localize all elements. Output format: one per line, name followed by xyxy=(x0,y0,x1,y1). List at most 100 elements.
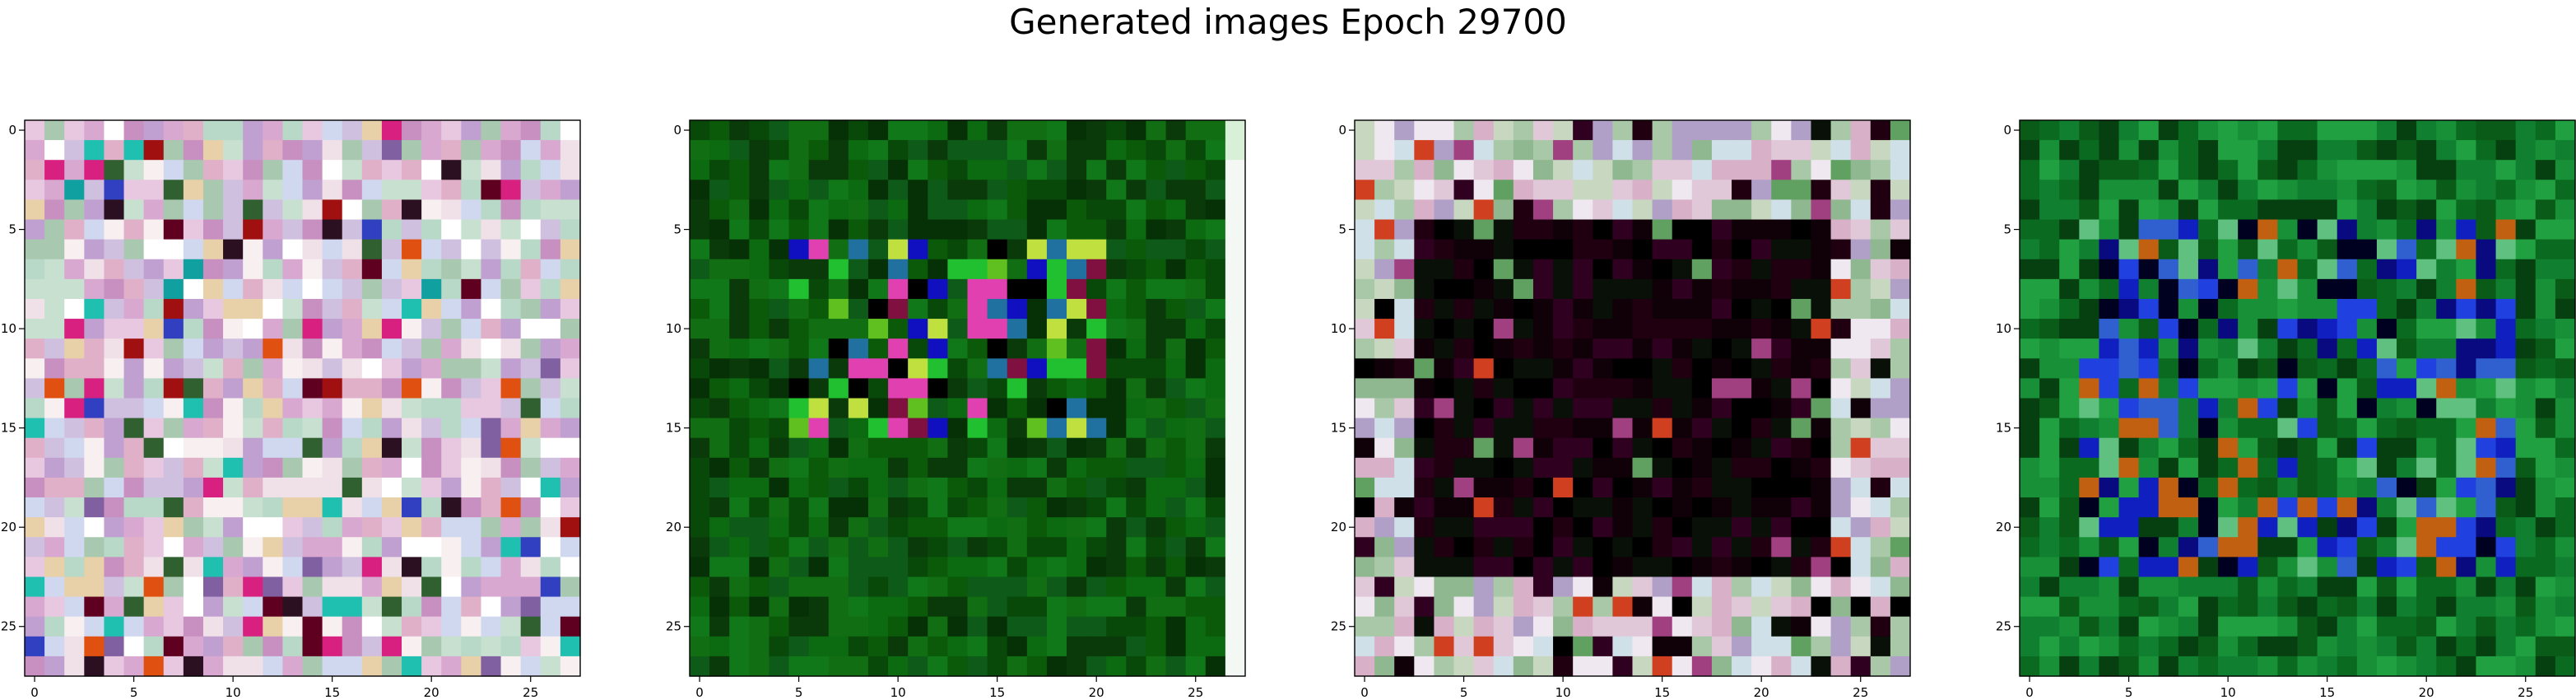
pixel xyxy=(967,298,988,320)
pixel xyxy=(1573,338,1593,359)
pixel xyxy=(1870,517,1891,538)
pixel xyxy=(123,636,145,657)
pixel xyxy=(2020,378,2040,399)
pixel xyxy=(2397,259,2417,280)
pixel xyxy=(2515,517,2536,538)
pixel xyxy=(2099,636,2120,657)
pixel xyxy=(848,120,869,141)
pixel xyxy=(2376,596,2397,618)
pixel xyxy=(2416,557,2437,578)
pixel xyxy=(1046,140,1067,161)
pixel xyxy=(540,180,561,201)
pixel xyxy=(461,596,482,618)
pixel xyxy=(223,358,244,379)
pixel xyxy=(1672,319,1693,339)
pixel xyxy=(540,219,561,240)
pixel xyxy=(2118,120,2140,141)
pixel xyxy=(2376,180,2397,201)
pixel xyxy=(25,477,45,498)
pixel xyxy=(888,278,909,300)
pixel xyxy=(1414,477,1435,498)
pixel xyxy=(1732,557,1752,578)
pixel xyxy=(481,418,502,439)
pixel xyxy=(888,120,909,141)
pixel xyxy=(848,298,869,320)
pixel xyxy=(1453,418,1475,439)
pixel xyxy=(1632,319,1653,339)
pixel xyxy=(1165,656,1187,677)
pixel xyxy=(1691,477,1713,498)
pixel xyxy=(1811,239,1832,260)
pixel xyxy=(2257,418,2278,439)
pixel xyxy=(769,557,790,578)
pixel xyxy=(1573,140,1593,161)
pixel xyxy=(2218,319,2239,339)
pixel xyxy=(1672,278,1693,300)
pixel xyxy=(729,418,750,439)
x-tick-label: 25 xyxy=(2518,685,2533,700)
pixel xyxy=(1811,457,1832,478)
pixel xyxy=(2138,219,2160,240)
pixel xyxy=(2495,199,2517,221)
pixel xyxy=(44,120,65,141)
pixel xyxy=(1850,180,1872,201)
pixel xyxy=(1771,457,1792,478)
pixel xyxy=(1691,497,1713,518)
pixel xyxy=(808,120,830,141)
pixel xyxy=(2178,537,2199,558)
pixel xyxy=(381,278,402,300)
pixel xyxy=(967,199,988,221)
pixel xyxy=(1473,199,1495,221)
pixel xyxy=(2118,140,2140,161)
pixel xyxy=(828,636,849,657)
pixel xyxy=(867,497,889,518)
pixel xyxy=(1146,219,1167,240)
pixel xyxy=(848,160,869,180)
pixel xyxy=(690,616,710,637)
x-tick-label: 25 xyxy=(1853,685,1868,700)
pixel xyxy=(1007,239,1028,260)
pixel xyxy=(481,457,502,478)
pixel xyxy=(1811,576,1832,598)
pixel xyxy=(2495,616,2517,637)
pixel xyxy=(2178,120,2199,141)
pixel xyxy=(560,596,581,618)
pixel xyxy=(1751,437,1772,459)
pixel xyxy=(2099,576,2120,598)
pixel xyxy=(461,358,482,379)
pixel xyxy=(1732,398,1752,419)
pixel xyxy=(441,497,462,518)
pixel xyxy=(84,378,105,399)
pixel xyxy=(520,596,542,618)
pixel xyxy=(402,418,422,439)
pixel xyxy=(709,596,730,618)
pixel xyxy=(2495,418,2517,439)
pixel xyxy=(1126,120,1147,141)
pixel xyxy=(84,398,105,419)
pixel xyxy=(1046,557,1067,578)
pixel xyxy=(2356,278,2378,300)
pixel xyxy=(64,319,85,339)
pixel xyxy=(2059,557,2080,578)
pixel xyxy=(2476,160,2497,180)
pixel xyxy=(2277,120,2299,141)
pixel xyxy=(2515,160,2536,180)
pixel xyxy=(441,298,462,320)
pixel xyxy=(104,656,125,677)
pixel xyxy=(690,319,710,339)
pixel xyxy=(2495,557,2517,578)
pixel xyxy=(1612,219,1634,240)
pixel xyxy=(1374,517,1395,538)
pixel xyxy=(2158,576,2179,598)
pixel xyxy=(461,656,482,677)
pixel xyxy=(947,140,969,161)
pixel xyxy=(888,259,909,280)
pixel xyxy=(1672,199,1693,221)
pixel xyxy=(143,180,165,201)
pixel xyxy=(2297,319,2318,339)
pixel xyxy=(44,199,65,221)
pixel xyxy=(1007,457,1028,478)
pixel xyxy=(560,180,581,201)
pixel xyxy=(2376,398,2397,419)
pixel xyxy=(967,358,988,379)
